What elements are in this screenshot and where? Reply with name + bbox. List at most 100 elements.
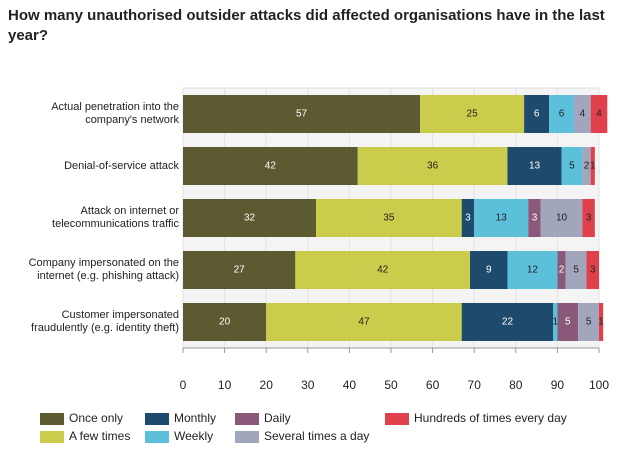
bar-segment — [295, 251, 471, 289]
data-label: 3 — [586, 213, 592, 224]
data-label: 27 — [234, 265, 246, 276]
legend-swatch — [235, 413, 259, 425]
legend-label: Weekly — [174, 429, 213, 443]
x-tick-label: 90 — [551, 378, 565, 392]
bar-segment — [528, 199, 541, 237]
bar-segment — [470, 251, 508, 289]
legend-swatch — [40, 413, 64, 425]
y-tick-label: Denial-of-service attack — [64, 159, 179, 172]
x-tick-label: 70 — [468, 378, 482, 392]
data-label: 36 — [427, 161, 439, 172]
data-label: 1 — [590, 161, 596, 172]
bar-segment — [565, 251, 587, 289]
bar-segment — [183, 95, 421, 133]
legend-label: Several times a day — [264, 429, 369, 443]
x-tick-label: 30 — [301, 378, 315, 392]
x-tick-label: 100 — [589, 378, 609, 392]
data-label: 22 — [502, 317, 514, 328]
bar-segment — [183, 251, 296, 289]
legend-swatch — [145, 431, 169, 443]
bar-segment — [578, 303, 599, 341]
category-label-box: Actual penetration into the company's ne… — [51, 101, 179, 126]
x-tick-label: 10 — [218, 378, 232, 392]
bar-segment — [557, 251, 566, 289]
bar-segment — [540, 199, 583, 237]
category-label-box: Company impersonated on the internet (e.… — [29, 257, 179, 282]
bar-segment — [183, 147, 358, 185]
bar-segment — [549, 95, 575, 133]
bar-segment — [590, 147, 595, 185]
bar-segment — [507, 147, 562, 185]
bar-segment — [316, 199, 462, 237]
data-label: 4 — [596, 109, 602, 120]
data-label: 5 — [565, 317, 571, 328]
data-label: 10 — [556, 213, 568, 224]
bar-segment — [590, 95, 608, 133]
category-label-box: Attack on internet or telecommunications… — [52, 205, 179, 230]
category-label-box: Denial-of-service attack — [64, 159, 179, 172]
bar-segment — [582, 147, 591, 185]
data-label: 13 — [496, 213, 508, 224]
data-label: 25 — [467, 109, 479, 120]
x-tick-label: 0 — [180, 378, 187, 392]
bar-segment — [553, 303, 558, 341]
bar-segment — [266, 303, 462, 341]
x-tick-label: 40 — [343, 378, 357, 392]
data-label: 42 — [265, 161, 277, 172]
data-label: 6 — [559, 109, 565, 120]
data-label: 5 — [569, 161, 575, 172]
x-tick-label: 80 — [509, 378, 523, 392]
legend-swatch — [145, 413, 169, 425]
data-label: 2 — [584, 161, 590, 172]
bar-segment — [420, 95, 525, 133]
legend-swatch — [235, 431, 259, 443]
bar-segment — [183, 199, 317, 237]
data-label: 42 — [377, 265, 389, 276]
legend-label: Daily — [264, 411, 291, 425]
data-label: 1 — [598, 317, 604, 328]
y-tick-label: Attack on internet or telecommunications… — [52, 205, 179, 230]
data-label: 3 — [465, 213, 471, 224]
legend-label: Once only — [69, 411, 123, 425]
x-tick-label: 50 — [384, 378, 398, 392]
data-label: 20 — [219, 317, 231, 328]
y-tick-label: Actual penetration into the company's ne… — [51, 101, 179, 126]
data-label: 4 — [580, 109, 586, 120]
data-label: 2 — [559, 265, 565, 276]
data-label: 9 — [486, 265, 492, 276]
bar-segment — [524, 95, 550, 133]
data-label: 32 — [244, 213, 256, 224]
bar-segment — [357, 147, 508, 185]
y-tick-label: Customer impersonated fraudulently (e.g.… — [31, 309, 179, 334]
x-tick-label: 60 — [426, 378, 440, 392]
legend-label: Hundreds of times every day — [414, 411, 567, 425]
bar-segment — [183, 303, 267, 341]
bar-segment — [461, 303, 554, 341]
bar-segment — [461, 199, 475, 237]
x-tick-label: 20 — [260, 378, 274, 392]
legend-swatch — [40, 431, 64, 443]
bar-segment — [507, 251, 558, 289]
data-label: 3 — [532, 213, 538, 224]
bar-segment — [582, 199, 595, 237]
bar-segment — [557, 303, 579, 341]
data-label: 12 — [527, 265, 539, 276]
data-label: 5 — [586, 317, 592, 328]
data-label: 5 — [573, 265, 579, 276]
legend-label: Monthly — [174, 411, 216, 425]
chart-title: How many unauthorised outsider attacks d… — [8, 7, 605, 44]
bar-segment — [599, 303, 604, 341]
bar-segment — [561, 147, 583, 185]
data-label: 13 — [529, 161, 541, 172]
bar-segment — [574, 95, 591, 133]
category-label-box: Customer impersonated fraudulently (e.g.… — [31, 309, 179, 334]
legend-label: A few times — [69, 429, 130, 443]
bar-segment — [586, 251, 599, 289]
legend-swatch — [385, 413, 409, 425]
data-label: 1 — [553, 317, 559, 328]
data-label: 47 — [358, 317, 370, 328]
data-label: 6 — [534, 109, 540, 120]
bar-segment — [474, 199, 529, 237]
